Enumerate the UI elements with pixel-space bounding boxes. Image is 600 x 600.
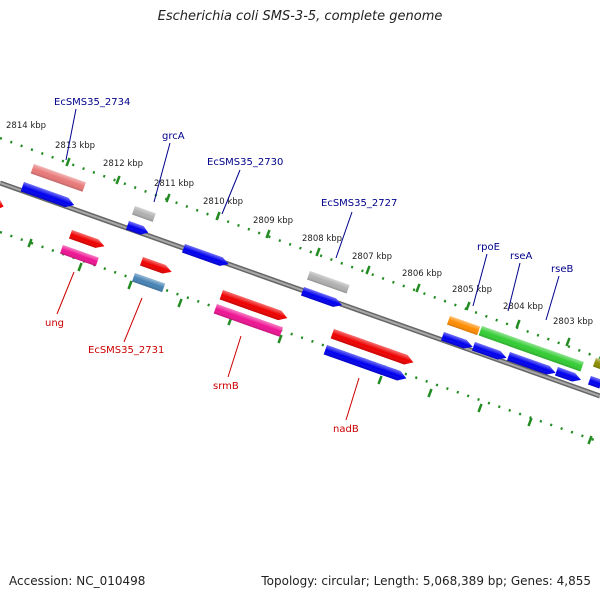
major-tick <box>427 388 433 398</box>
gene-feature[interactable] <box>213 304 283 337</box>
gene-label[interactable]: srmB <box>213 381 239 392</box>
kbp-label: 2807 kbp <box>352 252 392 262</box>
gene-label[interactable]: EcSMS35_2734 <box>54 97 130 108</box>
major-tick <box>127 280 133 290</box>
major-tick <box>415 283 421 293</box>
gene-feature[interactable] <box>68 230 106 251</box>
gene-feature[interactable] <box>592 358 600 370</box>
top-gene-labels: EcSMS35_2734 grcA EcSMS35_2730 EcSMS35_2… <box>54 97 573 321</box>
gene-feature[interactable] <box>446 316 481 336</box>
kbp-label: 2809 kbp <box>253 216 293 226</box>
reverse-tick-track <box>0 230 600 444</box>
gene-feature[interactable] <box>131 273 166 293</box>
major-tick <box>165 193 171 203</box>
gene-feature[interactable] <box>0 197 5 211</box>
kbp-label: 2805 kbp <box>452 285 492 295</box>
gene-feature[interactable] <box>131 206 156 222</box>
gene-feature[interactable] <box>478 326 584 372</box>
gene-feature[interactable] <box>181 244 230 269</box>
gene-label[interactable]: EcSMS35_2731 <box>88 345 164 356</box>
major-tick <box>515 319 521 329</box>
gene-feature[interactable] <box>471 342 508 362</box>
kbp-label: 2811 kbp <box>154 179 194 189</box>
gene-feature[interactable] <box>30 164 86 192</box>
forward-tick-track <box>0 136 600 360</box>
bottom-gene-labels: ung EcSMS35_2731 srmB nadB <box>45 271 360 435</box>
kbp-label: 2808 kbp <box>302 234 342 244</box>
major-tick <box>277 334 283 344</box>
gene-feature[interactable] <box>323 345 408 383</box>
major-tick <box>465 301 471 311</box>
major-tick <box>527 417 533 427</box>
gene-features <box>0 164 600 389</box>
gene-feature[interactable] <box>554 367 583 384</box>
gene-label[interactable]: grcA <box>162 131 185 142</box>
gene-feature[interactable] <box>59 245 99 267</box>
major-tick <box>377 375 383 385</box>
gene-feature[interactable] <box>306 271 350 294</box>
major-tick <box>587 435 593 445</box>
kbp-label: 2803 kbp <box>553 317 593 327</box>
major-tick <box>215 211 221 221</box>
gene-label[interactable]: nadB <box>333 424 359 435</box>
major-tick <box>177 298 183 308</box>
gene-label[interactable]: rseA <box>510 251 532 262</box>
accession-text: Accession: NC_010498 <box>9 574 146 588</box>
major-tick <box>565 337 571 347</box>
kbp-label: 2806 kbp <box>402 269 442 279</box>
major-tick <box>77 262 83 272</box>
major-tick <box>65 157 71 167</box>
gene-feature[interactable] <box>219 290 289 323</box>
gene-feature[interactable] <box>440 332 474 351</box>
major-tick <box>315 247 321 257</box>
gene-label[interactable]: rpoE <box>477 242 500 253</box>
major-tick <box>115 175 121 185</box>
gene-label[interactable]: ung <box>45 318 64 329</box>
gene-feature[interactable] <box>300 287 344 310</box>
kbp-label: 2814 kbp <box>6 121 46 131</box>
major-ticks <box>27 157 593 445</box>
gene-label[interactable]: rseB <box>551 264 573 275</box>
gene-label[interactable]: EcSMS35_2730 <box>207 157 283 168</box>
gene-label[interactable]: EcSMS35_2727 <box>321 198 397 209</box>
major-tick <box>365 265 371 275</box>
gene-feature[interactable] <box>125 221 150 237</box>
gene-feature[interactable] <box>139 257 173 276</box>
gene-feature[interactable] <box>506 352 557 377</box>
kbp-label: 2813 kbp <box>55 141 95 151</box>
gene-feature[interactable] <box>330 329 415 367</box>
gene-feature[interactable] <box>20 182 76 210</box>
kbp-labels: 2814 kbp 2813 kbp 2812 kbp 2811 kbp 2810… <box>6 121 593 327</box>
kbp-label: 2810 kbp <box>203 197 243 207</box>
map-title: Escherichia coli SMS-3-5, complete genom… <box>157 9 443 24</box>
major-tick <box>27 238 33 248</box>
major-tick <box>477 403 483 413</box>
kbp-label: 2804 kbp <box>503 302 543 312</box>
kbp-label: 2812 kbp <box>103 159 143 169</box>
major-tick <box>265 229 271 239</box>
gene-feature[interactable] <box>587 376 600 389</box>
genome-summary-text: Topology: circular; Length: 5,068,389 bp… <box>261 574 591 588</box>
